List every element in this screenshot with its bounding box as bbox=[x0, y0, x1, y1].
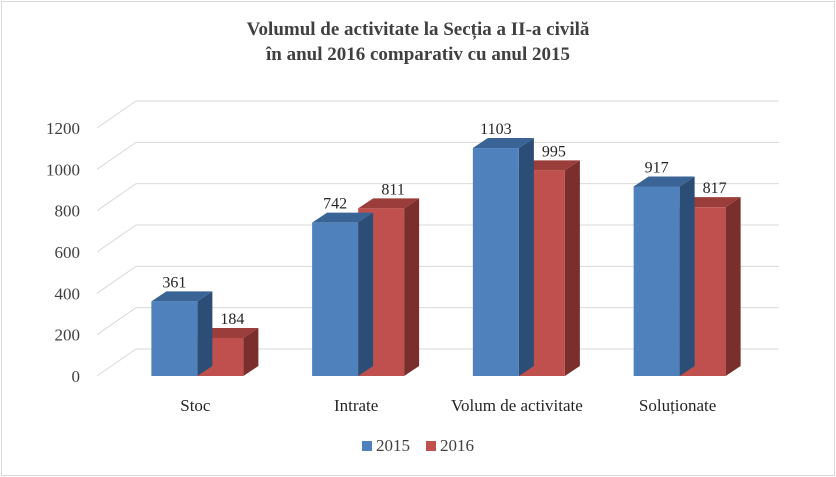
y-tick-label: 200 bbox=[55, 326, 81, 345]
bar-side bbox=[518, 138, 534, 376]
category-label: Volum de activitate bbox=[451, 396, 583, 415]
data-label: 817 bbox=[703, 180, 727, 197]
y-tick-label: 1000 bbox=[46, 160, 80, 179]
bar-top bbox=[151, 291, 213, 302]
legend-item-2015: 2015 bbox=[362, 436, 410, 456]
y-tick-label: 400 bbox=[55, 284, 81, 303]
chart-title: Volumul de activitate la Secția a II-a c… bbox=[0, 17, 836, 67]
bar-top bbox=[197, 327, 259, 338]
bar-side bbox=[197, 291, 213, 376]
bar-side bbox=[404, 198, 420, 376]
data-label: 361 bbox=[162, 274, 186, 291]
bar-side bbox=[725, 197, 741, 376]
category-label: Intrate bbox=[334, 396, 378, 415]
y-tick-label: 1200 bbox=[46, 119, 80, 138]
bar-side bbox=[564, 160, 580, 376]
data-label: 917 bbox=[645, 159, 669, 176]
bar-top bbox=[312, 212, 374, 223]
data-label: 995 bbox=[542, 143, 566, 160]
y-tick-label: 600 bbox=[55, 243, 81, 262]
y-tick-label: 0 bbox=[72, 367, 81, 386]
legend-label: 2015 bbox=[376, 436, 410, 455]
bar-2015 bbox=[472, 148, 519, 376]
category-label: Soluționate bbox=[639, 396, 716, 415]
bar-2015 bbox=[312, 222, 359, 376]
legend-swatch bbox=[362, 441, 372, 451]
y-tick-label: 800 bbox=[55, 202, 81, 221]
legend: 2015 2016 bbox=[0, 436, 836, 456]
category-label: Stoc bbox=[180, 396, 211, 415]
bar-side bbox=[358, 212, 374, 376]
data-label: 742 bbox=[323, 196, 347, 213]
bar-top bbox=[518, 160, 580, 171]
bar-top bbox=[633, 176, 695, 187]
gridline bbox=[96, 141, 779, 170]
bar-side bbox=[679, 176, 695, 376]
chart-title-line-2: în anul 2016 comparativ cu anul 2015 bbox=[265, 44, 571, 65]
legend-label: 2016 bbox=[440, 436, 474, 455]
bar-top bbox=[472, 138, 534, 149]
bar-2015 bbox=[633, 186, 680, 376]
bar-2015 bbox=[151, 301, 198, 376]
data-label: 184 bbox=[220, 311, 244, 328]
gridline bbox=[96, 100, 779, 129]
data-label: 1103 bbox=[480, 121, 511, 138]
bar-top bbox=[679, 197, 741, 208]
bar-top bbox=[358, 198, 420, 209]
chart-title-line-1: Volumul de activitate la Secția a II-a c… bbox=[246, 19, 590, 40]
legend-swatch bbox=[426, 441, 436, 451]
bar-side bbox=[243, 327, 259, 376]
legend-item-2016: 2016 bbox=[426, 436, 474, 456]
data-label: 811 bbox=[381, 181, 404, 198]
